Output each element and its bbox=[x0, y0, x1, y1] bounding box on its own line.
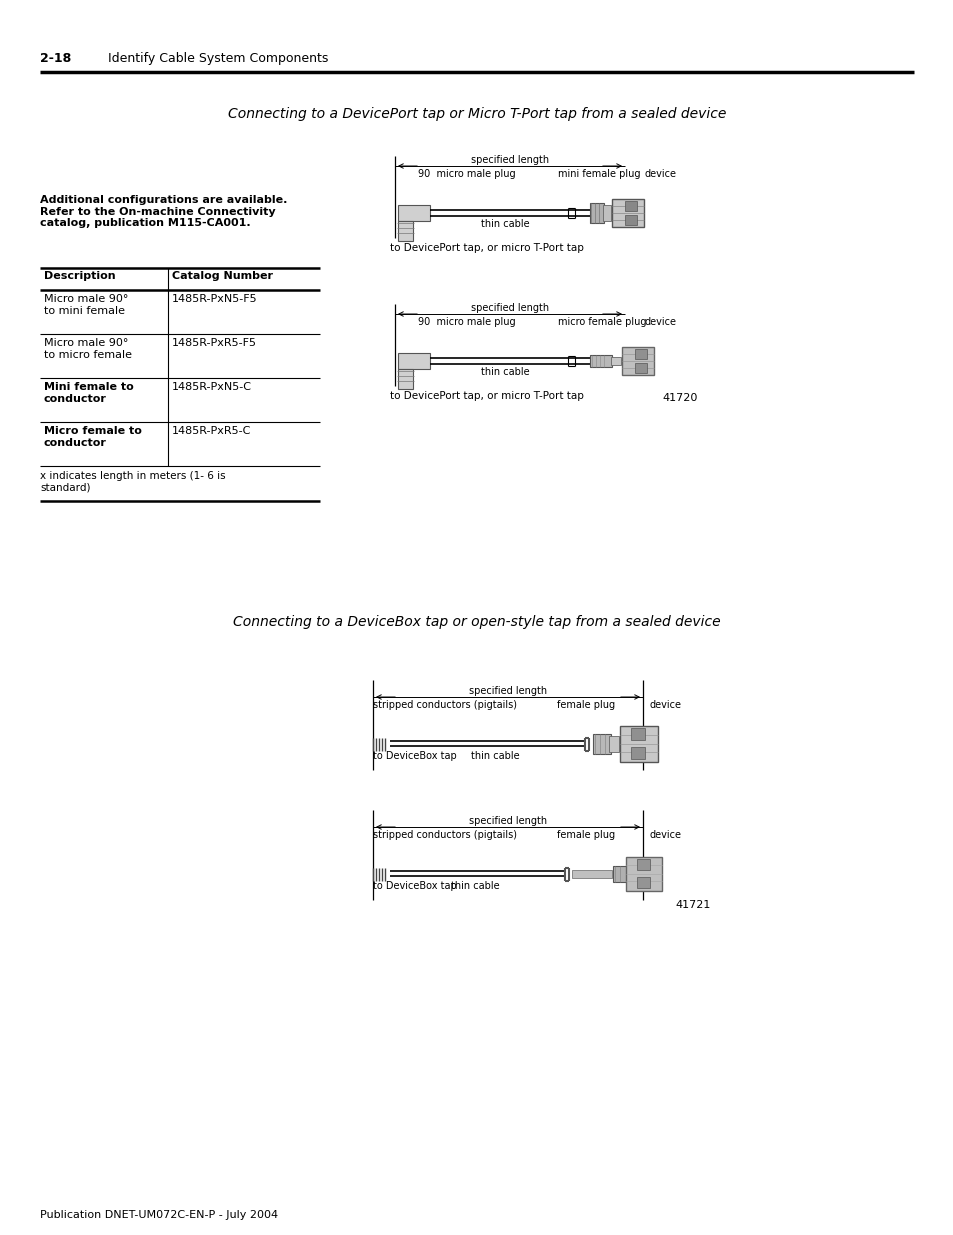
Text: Mini female to
conductor: Mini female to conductor bbox=[44, 382, 133, 404]
Text: Connecting to a DevicePort tap or Micro T-Port tap from a sealed device: Connecting to a DevicePort tap or Micro … bbox=[228, 107, 725, 121]
Ellipse shape bbox=[638, 366, 643, 370]
Text: 41720: 41720 bbox=[661, 393, 697, 403]
Text: thin cable: thin cable bbox=[450, 881, 498, 890]
Text: to DevicePort tap, or micro T-Port tap: to DevicePort tap, or micro T-Port tap bbox=[390, 391, 583, 401]
Bar bbox=[610, 357, 620, 366]
Text: thin cable: thin cable bbox=[470, 751, 518, 761]
Text: specified length: specified length bbox=[471, 156, 549, 165]
Bar bbox=[624, 201, 637, 211]
Ellipse shape bbox=[634, 731, 640, 737]
Text: device: device bbox=[644, 317, 677, 327]
Text: 2-18: 2-18 bbox=[40, 52, 71, 65]
Ellipse shape bbox=[639, 862, 645, 867]
Text: to DeviceBox tap: to DeviceBox tap bbox=[373, 751, 456, 761]
Bar bbox=[637, 860, 649, 869]
Text: 1485R-PxR5-F5: 1485R-PxR5-F5 bbox=[172, 338, 256, 348]
Ellipse shape bbox=[627, 204, 634, 209]
Text: to DevicePort tap, or micro T-Port tap: to DevicePort tap, or micro T-Port tap bbox=[390, 243, 583, 253]
Bar bbox=[572, 869, 612, 878]
Text: Micro female to
conductor: Micro female to conductor bbox=[44, 426, 142, 447]
Bar bbox=[397, 353, 430, 369]
Text: thin cable: thin cable bbox=[480, 367, 529, 377]
Ellipse shape bbox=[634, 750, 640, 756]
Bar bbox=[593, 734, 610, 755]
Bar bbox=[625, 857, 661, 890]
Text: Publication DNET-UM072C-EN-P - July 2004: Publication DNET-UM072C-EN-P - July 2004 bbox=[40, 1210, 278, 1220]
Text: 1485R-PxN5-C: 1485R-PxN5-C bbox=[172, 382, 252, 391]
Text: 1485R-PxN5-F5: 1485R-PxN5-F5 bbox=[172, 294, 257, 304]
Bar bbox=[397, 205, 430, 221]
Bar bbox=[635, 363, 646, 373]
Bar bbox=[602, 205, 610, 221]
Text: female plug: female plug bbox=[557, 830, 615, 840]
Text: thin cable: thin cable bbox=[480, 219, 529, 228]
Text: Micro male 90°
to micro female: Micro male 90° to micro female bbox=[44, 338, 132, 359]
Bar bbox=[619, 726, 658, 762]
Bar bbox=[397, 221, 413, 241]
Text: stripped conductors (pigtails): stripped conductors (pigtails) bbox=[373, 700, 517, 710]
Text: stripped conductors (pigtails): stripped conductors (pigtails) bbox=[373, 830, 517, 840]
Text: Description: Description bbox=[44, 270, 115, 282]
Text: 90  micro male plug: 90 micro male plug bbox=[417, 169, 515, 179]
Bar bbox=[630, 747, 644, 760]
Text: x indicates length in meters (1- 6 is
standard): x indicates length in meters (1- 6 is st… bbox=[40, 471, 226, 493]
Text: Catalog Number: Catalog Number bbox=[172, 270, 273, 282]
Bar bbox=[621, 347, 654, 375]
Bar bbox=[635, 350, 646, 359]
Ellipse shape bbox=[639, 879, 645, 884]
Ellipse shape bbox=[638, 352, 643, 357]
Text: to DeviceBox tap: to DeviceBox tap bbox=[373, 881, 456, 890]
Text: specified length: specified length bbox=[469, 816, 546, 826]
Bar bbox=[612, 199, 643, 227]
Text: 90  micro male plug: 90 micro male plug bbox=[417, 317, 515, 327]
Bar bbox=[589, 354, 612, 367]
Bar bbox=[613, 866, 626, 882]
Text: device: device bbox=[649, 830, 681, 840]
Text: device: device bbox=[649, 700, 681, 710]
Text: Micro male 90°
to mini female: Micro male 90° to mini female bbox=[44, 294, 129, 316]
Bar bbox=[397, 369, 413, 389]
Text: mini female plug: mini female plug bbox=[558, 169, 639, 179]
Text: Identify Cable System Components: Identify Cable System Components bbox=[108, 52, 328, 65]
Bar bbox=[637, 877, 649, 888]
Text: Connecting to a DeviceBox tap or open-style tap from a sealed device: Connecting to a DeviceBox tap or open-st… bbox=[233, 615, 720, 629]
Text: 1485R-PxR5-C: 1485R-PxR5-C bbox=[172, 426, 251, 436]
Ellipse shape bbox=[627, 217, 634, 222]
Text: specified length: specified length bbox=[471, 303, 549, 312]
Bar bbox=[624, 215, 637, 225]
Text: 41721: 41721 bbox=[675, 900, 710, 910]
Text: micro female plug: micro female plug bbox=[558, 317, 646, 327]
Bar bbox=[589, 203, 603, 224]
Bar bbox=[630, 727, 644, 740]
Text: specified length: specified length bbox=[469, 685, 546, 697]
Text: female plug: female plug bbox=[557, 700, 615, 710]
Text: device: device bbox=[644, 169, 677, 179]
Bar bbox=[608, 736, 618, 752]
Text: Additional configurations are available.
Refer to the On-machine Connectivity
ca: Additional configurations are available.… bbox=[40, 195, 287, 228]
